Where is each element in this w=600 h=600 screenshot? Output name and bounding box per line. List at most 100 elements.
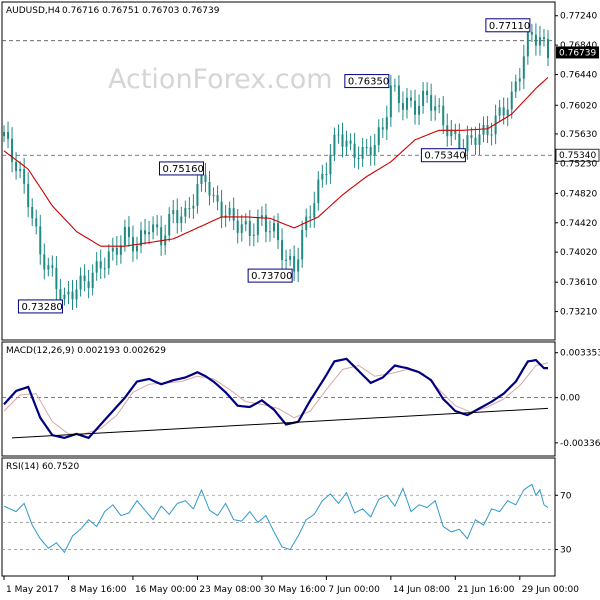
- candle-body: [140, 230, 143, 246]
- candle-body: [135, 245, 138, 252]
- candle-body: [414, 100, 417, 115]
- annotation-label: 0.76350: [348, 77, 389, 88]
- candle-body: [547, 38, 549, 58]
- macd-axis-tick-label: 0.00: [560, 394, 580, 404]
- candle-body: [418, 105, 421, 115]
- candle-body: [494, 115, 497, 135]
- candle-body: [228, 208, 231, 216]
- candle-body: [115, 247, 118, 255]
- candle-body: [107, 251, 110, 269]
- candle-body: [474, 137, 477, 145]
- candle-body: [389, 85, 392, 118]
- candle-body: [31, 206, 34, 219]
- candle-body: [3, 131, 5, 137]
- candle-body: [542, 37, 545, 39]
- candle-body: [244, 220, 247, 225]
- candle-body: [530, 31, 533, 35]
- time-tick-label: 7 Jun 00:00: [328, 585, 380, 595]
- candle-body: [35, 218, 38, 227]
- annotation-box: [485, 18, 531, 33]
- time-tick-label: 1 May 2017: [6, 585, 59, 595]
- price-panel: ActionForex.com 0.75340 0.73280 0.75160 0.…: [1, 1, 600, 341]
- candle-body: [305, 216, 308, 230]
- candle-body: [264, 215, 267, 232]
- price-axis-tick-label: 0.73610: [560, 278, 597, 288]
- candle-body: [345, 140, 348, 147]
- candle-body: [79, 275, 82, 290]
- macd-main-line: [3, 357, 548, 440]
- candle-body: [490, 134, 493, 136]
- candle-body: [47, 265, 50, 270]
- candle-body: [192, 205, 195, 209]
- candle-body: [15, 161, 18, 172]
- candle-body: [268, 231, 271, 233]
- candle-body: [260, 215, 263, 218]
- candle-body: [357, 158, 360, 160]
- candle-body: [385, 117, 388, 130]
- candle-body: [422, 90, 425, 106]
- candle-body: [180, 216, 183, 224]
- annotation-box: [247, 268, 293, 283]
- candle-body: [409, 97, 412, 101]
- annotation-box: [420, 148, 466, 163]
- candle-body: [196, 183, 199, 206]
- candle-body: [39, 226, 42, 255]
- candle-body: [470, 135, 473, 138]
- annotation-box: [17, 299, 63, 314]
- candle-body: [216, 195, 219, 202]
- candle-body: [51, 265, 54, 268]
- price-axis-tick-label: 0.73210: [560, 308, 597, 318]
- candle-body: [337, 134, 340, 136]
- candle-body: [272, 223, 275, 232]
- candle-body: [333, 134, 336, 155]
- candle-body: [482, 124, 485, 135]
- candle-body: [353, 143, 356, 159]
- candle-body: [309, 216, 312, 218]
- rsi-panel: 70 30 RSI(14) 60.7520: [1, 457, 572, 577]
- price-level-box: [555, 148, 600, 162]
- candle-body: [11, 138, 14, 162]
- price-axis-tick-label: 0.75230: [560, 159, 597, 169]
- annotation-label: 0.75340: [424, 151, 465, 162]
- candle-body: [236, 220, 239, 233]
- time-tick-label: 8 May 16:00: [70, 585, 126, 595]
- candle-body: [313, 203, 316, 218]
- candle-body: [301, 229, 304, 260]
- annotation-label: 0.77110: [489, 21, 530, 32]
- annotation-box: [344, 74, 390, 89]
- candle-body: [518, 78, 521, 82]
- candle-body: [127, 226, 130, 238]
- price-ohlc-readout: 0.76716 0.76751 0.76703 0.76739: [62, 6, 220, 16]
- price-panel-title: AUDUSD,H4: [6, 6, 61, 16]
- time-tick-label: 21 Jun 16:00: [457, 585, 514, 595]
- candle-body: [538, 37, 541, 46]
- candle-body: [83, 275, 86, 282]
- candle-body: [442, 105, 445, 126]
- candle-body: [232, 208, 235, 221]
- candle-body: [430, 95, 433, 111]
- candle-body: [103, 268, 106, 270]
- time-tick-label: 23 May 08:00: [199, 585, 261, 595]
- price-axis-tick-label: 0.76440: [560, 70, 597, 80]
- candle-body: [397, 85, 400, 104]
- candle-body: [23, 169, 26, 184]
- last-price-label: 0.76739: [559, 48, 596, 58]
- candle-body: [176, 210, 179, 224]
- candle-body: [160, 227, 163, 246]
- candle-body: [293, 256, 296, 272]
- price-axis-tick-label: 0.76840: [560, 41, 597, 51]
- candle-body: [95, 261, 98, 273]
- candle-body: [204, 174, 207, 183]
- candle-body: [478, 134, 481, 145]
- candle-body: [99, 261, 102, 269]
- macd-trendline: [12, 407, 549, 439]
- candle-body: [212, 195, 215, 197]
- candle-body: [454, 130, 457, 134]
- annotation-label: 0.75160: [162, 164, 203, 175]
- candle-body: [510, 91, 513, 110]
- candle-body: [373, 145, 376, 156]
- candle-body: [256, 217, 259, 235]
- price-axis-tick-label: 0.75630: [560, 130, 597, 140]
- candle-body: [522, 56, 525, 79]
- candle-body: [466, 135, 469, 152]
